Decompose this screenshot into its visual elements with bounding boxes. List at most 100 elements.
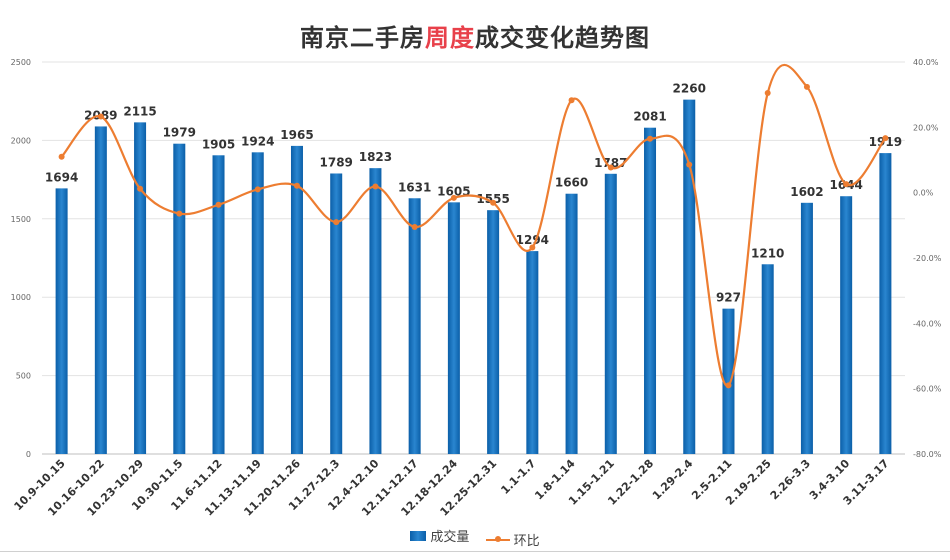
right-tick-label: 20.0%: [913, 123, 939, 132]
mom-point: [450, 194, 457, 201]
right-tick-label: 0.0%: [913, 189, 934, 198]
bar-data-label: 1631: [398, 180, 431, 194]
legend-label-volume: 成交量: [430, 530, 470, 545]
title-part2: 成交变化趋势图: [475, 24, 650, 52]
bar-data-labels: 1694208921151979190519241965178918231631…: [45, 82, 902, 305]
bar-data-label: 1294: [516, 233, 549, 247]
left-tick-label: 1000: [11, 293, 31, 302]
bar-series: [55, 99, 892, 455]
left-axis-ticks: 0 500 1000 1500 2000 2500: [11, 58, 31, 459]
bar-data-label: 1210: [751, 246, 784, 260]
bar: [800, 202, 813, 454]
bar: [173, 143, 186, 454]
legend-label-mom: 环比: [513, 534, 540, 549]
bar: [94, 126, 107, 455]
legend-item-mom[interactable]: 环比: [485, 530, 540, 549]
legend-swatch-line: [485, 535, 510, 542]
x-axis-labels: 10.9-10.1510.16-10.2210.23-10.2910.30-11…: [12, 457, 892, 519]
right-tick-label: 40.0%: [913, 58, 939, 67]
mom-point: [293, 182, 300, 189]
bar: [840, 196, 853, 454]
mom-point: [490, 199, 497, 206]
left-tick-label: 2500: [11, 58, 31, 67]
legend-item-volume[interactable]: 成交量: [410, 526, 469, 545]
bar: [526, 251, 539, 454]
bar-data-label: 1789: [320, 155, 353, 169]
bottom-divider: [0, 551, 950, 552]
right-tick-label: -80.0%: [913, 450, 942, 459]
mom-point: [137, 185, 144, 192]
legend: 成交量 环比: [0, 526, 950, 549]
title-highlight: 周度: [425, 24, 475, 52]
bar: [212, 155, 225, 454]
bar: [487, 210, 500, 454]
bar: [447, 202, 460, 454]
bar-data-label: 1905: [202, 137, 235, 151]
bar: [290, 145, 303, 454]
mom-point: [411, 223, 418, 230]
chart-title: 南京二手房周度成交变化趋势图: [0, 18, 950, 53]
bar-data-label: 1979: [163, 126, 196, 140]
bar: [330, 173, 343, 454]
left-tick-label: 500: [16, 372, 31, 381]
x-tick-label: 2.26-3.3: [768, 457, 813, 502]
x-tick-label: 1.29-2.4: [650, 457, 696, 503]
bar: [604, 173, 617, 454]
bar-data-label: 1605: [437, 184, 470, 198]
bar-data-label: 1555: [476, 192, 509, 206]
mom-point: [176, 210, 183, 217]
mom-point: [725, 382, 732, 389]
bar-data-label: 1694: [45, 170, 78, 184]
gridlines: [42, 61, 905, 455]
legend-swatch-bar: [410, 530, 427, 541]
mom-point: [607, 164, 614, 171]
x-tick-label: 1.1-1.7: [498, 457, 538, 497]
bar: [761, 264, 774, 454]
mom-point: [372, 183, 379, 190]
right-tick-label: -20.0%: [913, 254, 942, 263]
mom-point: [254, 186, 261, 193]
bar: [369, 168, 382, 454]
bar: [251, 152, 264, 454]
line-series: [58, 63, 889, 389]
bar-data-label: 2115: [123, 104, 156, 118]
bar: [644, 127, 657, 454]
mom-point: [843, 181, 850, 188]
mom-point: [803, 83, 810, 90]
mom-point: [686, 161, 693, 168]
mom-point: [529, 244, 536, 251]
mom-point: [215, 201, 222, 208]
bar: [408, 198, 421, 454]
bar-data-label: 1919: [869, 135, 902, 149]
mom-point: [647, 135, 654, 142]
bar-data-label: 1965: [280, 128, 313, 142]
bar-data-label: 1602: [790, 185, 823, 199]
bar-data-label: 2260: [673, 82, 706, 96]
mom-point: [568, 97, 575, 104]
right-axis-ticks: -80.0% -60.0% -40.0% -20.0% 0.0% 20.0% 40.0%: [913, 58, 942, 459]
title-part1: 南京二手房: [300, 24, 425, 52]
left-tick-label: 1500: [11, 215, 31, 224]
mom-point: [882, 135, 889, 142]
right-tick-label: -40.0%: [913, 319, 942, 328]
bar: [565, 193, 578, 454]
bar-data-label: 2081: [633, 110, 666, 124]
bar-data-label: 1924: [241, 134, 274, 148]
left-tick-label: 2000: [11, 136, 31, 145]
bar-data-label: 927: [716, 291, 741, 305]
bar-data-label: 1660: [555, 176, 588, 190]
bar: [134, 122, 147, 455]
bar: [55, 188, 68, 454]
bar: [879, 153, 892, 454]
mom-point: [97, 113, 104, 120]
right-tick-label: -60.0%: [913, 385, 942, 394]
bar: [722, 308, 735, 454]
mom-point: [58, 153, 65, 160]
bar: [683, 99, 696, 454]
left-tick-label: 0: [26, 450, 31, 459]
mom-point: [333, 219, 340, 226]
bar-data-label: 1823: [359, 150, 392, 164]
mom-point: [764, 90, 771, 97]
